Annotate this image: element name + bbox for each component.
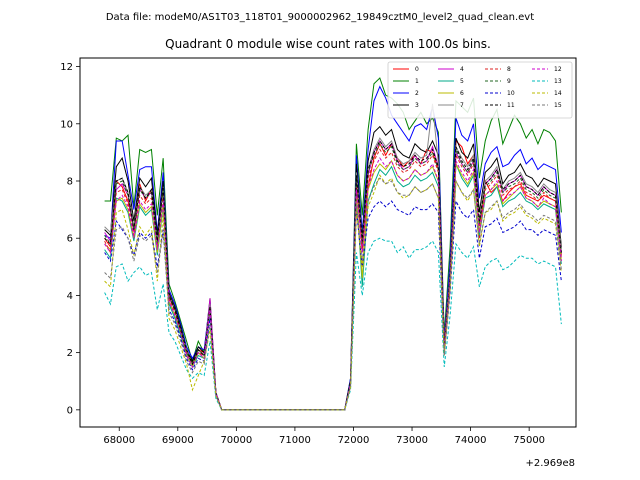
y-axis: 0 2 4 6 8 10 12 — [60, 62, 80, 416]
x-tick-label: 69000 — [162, 435, 194, 446]
y-tick-label: 10 — [60, 119, 73, 130]
series-line-15 — [104, 177, 562, 411]
legend-frame — [387, 61, 573, 119]
y-tick-label: 2 — [67, 348, 73, 359]
legend-label-3: 3 — [415, 102, 419, 109]
y-tick-label: 6 — [67, 234, 73, 245]
x-tick-label: 71000 — [279, 435, 311, 446]
x-tick-label: 68000 — [103, 435, 135, 446]
legend-label-5: 5 — [460, 78, 464, 85]
y-tick-label: 0 — [67, 405, 73, 416]
plot-frame — [79, 57, 577, 428]
series-layer — [104, 77, 562, 411]
legend-label-14: 14 — [554, 90, 562, 97]
suptitle: Data file: modeM0/AS1T03_118T01_90000029… — [106, 12, 534, 23]
legend-label-11: 11 — [507, 102, 515, 109]
series-line-10 — [104, 199, 562, 411]
legend-label-1: 1 — [415, 78, 419, 85]
legend-label-13: 13 — [554, 78, 562, 85]
legend-label-7: 7 — [460, 102, 464, 109]
legend-label-8: 8 — [507, 66, 511, 73]
x-tick-label: 73000 — [396, 435, 428, 446]
legend-label-12: 12 — [554, 66, 562, 73]
x-axis: 68000 69000 70000 71000 72000 73000 74000 75000 — [103, 427, 545, 446]
x-tick-label: 70000 — [220, 435, 252, 446]
legend-label-9: 9 — [507, 78, 511, 85]
series-line-14 — [104, 174, 562, 411]
y-tick-label: 12 — [60, 62, 73, 73]
legend-label-15: 15 — [554, 102, 562, 109]
legend-label-10: 10 — [507, 90, 515, 97]
x-tick-label: 75000 — [513, 435, 545, 446]
legend-label-6: 6 — [460, 90, 464, 97]
x-tick-label: 72000 — [338, 435, 370, 446]
x-offset-text: +2.969e8 — [525, 458, 575, 469]
legend-label-2: 2 — [415, 90, 419, 97]
legend-label-4: 4 — [460, 66, 464, 73]
y-tick-label: 4 — [67, 291, 73, 302]
chart-title: Quadrant 0 module wise count rates with … — [165, 37, 491, 51]
legend-label-0: 0 — [415, 66, 419, 73]
x-tick-label: 74000 — [455, 435, 487, 446]
y-tick-label: 8 — [67, 177, 73, 188]
